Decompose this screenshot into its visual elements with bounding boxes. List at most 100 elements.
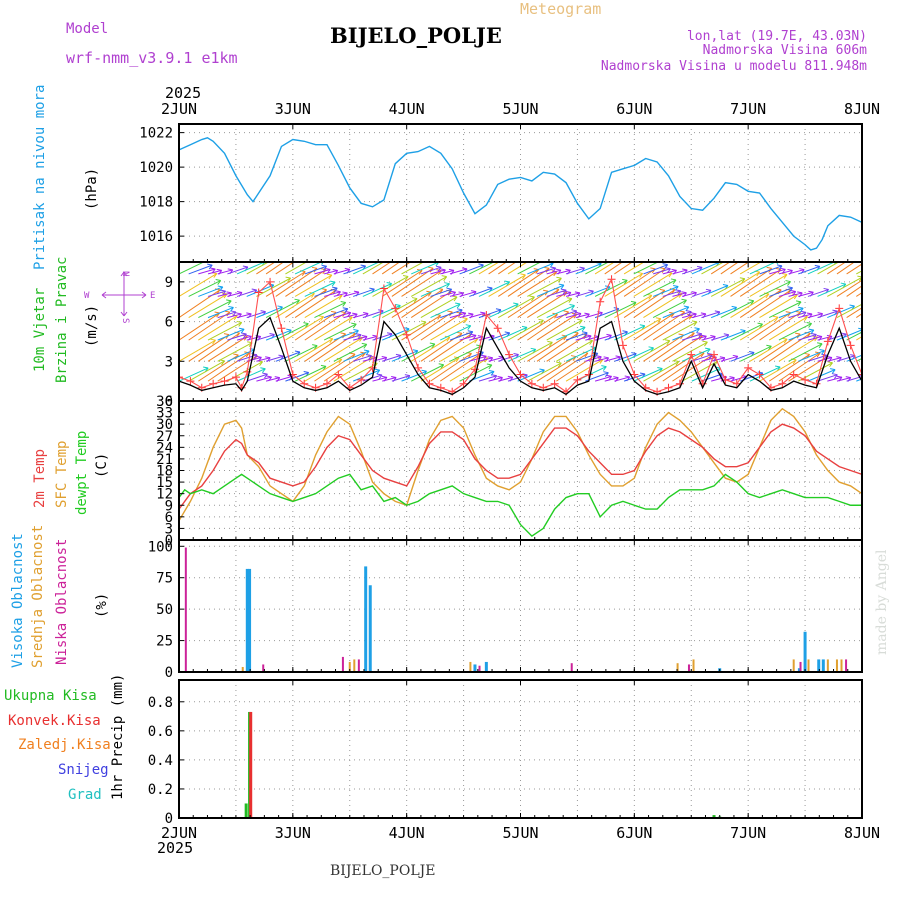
wind-arrow [769,287,793,297]
wind-arrow [227,266,249,275]
xtick-label-top: 8JUN [844,100,880,118]
wind-arrow-head [673,285,679,291]
wind-arrow [401,262,425,275]
wind-arrow [469,336,483,341]
wind-arrow [410,364,444,382]
xtick-label-bottom: 8JUN [844,824,880,842]
compass-e: E [150,291,155,301]
wind-arrow-head [462,317,468,323]
wind-arrow [527,311,569,341]
wind-arrow-head [566,297,573,303]
wind-arrow [517,262,542,275]
wind-arrow [382,377,397,382]
cloud-bar [807,659,810,672]
wind-arrow-head [569,304,575,310]
wind-arrow [420,266,442,275]
wind-arrow-head [787,286,793,293]
wind-arrow [633,262,660,275]
wind-arrow [391,291,432,319]
wind-arrow-head [884,344,889,349]
wind-arrow-head [664,339,671,346]
pressure-ytick-label: 1018 [139,195,173,211]
wind-arrow [536,267,556,275]
wind-arrow [817,283,846,297]
cloud-ytick-label: 75 [156,571,173,587]
wind-arrow-head [580,325,586,332]
pressure-ytick-label: 1022 [139,126,173,142]
wind-arrow-head [881,247,886,252]
wind-arrow [381,270,423,297]
wind-arrow [449,331,473,341]
wind-arrow [788,343,823,362]
pressure-units: (hPa) [84,168,100,210]
wind-arrow [411,262,440,275]
legend-zaledj: Zaledj.Kisa [18,737,111,753]
wind-arrow [227,333,247,341]
wind-arrow-head [418,245,423,250]
wind-arrow [652,268,671,275]
wind-arrow-head [662,263,668,269]
wind-arrow [691,289,712,297]
wind-arrow [672,328,700,341]
wind-arrow [788,329,815,341]
wind-arrow [691,335,707,341]
wind-arrow [275,323,309,341]
wind-arrow [662,321,698,341]
wind-arrow [778,352,821,382]
wind-arrow-head [318,315,325,322]
cloud-bar [817,659,821,672]
wind-arrow [236,335,252,341]
wind-arrows [179,245,889,396]
wind-arrow [324,269,338,275]
wind-arrow [227,292,243,297]
wind-arrow [478,281,510,297]
wind-arrow [798,334,817,341]
wind-arrow-head [332,286,338,293]
wind-arrow [565,292,581,297]
wind-arrow-head [374,368,381,375]
cloud-bar [478,665,481,672]
wind-arrow [323,291,341,297]
wind-arrow [285,345,318,362]
wind-arrow [643,311,685,341]
wind-arrow-head [538,318,544,325]
wind-arrow [188,264,213,275]
wind-arrow [459,334,477,341]
wind-arrow [710,306,737,319]
wind-arrow [556,340,593,362]
wind-gust-marker [858,370,862,379]
wind-arrow-head [524,246,529,251]
wind-arrow [488,274,526,297]
wind-arrow [594,279,628,297]
wind-arrow [188,311,231,341]
wind-arrow [410,276,447,297]
sfc-temp-line [178,407,863,522]
dewpt-line [178,473,862,538]
wind-arrow [730,262,750,275]
wind-arrow-head [757,245,762,250]
cloud-bar [357,659,360,672]
pressure-ytick-label: 1016 [139,229,173,245]
wind-arrow [353,313,369,319]
wind-arrow [333,268,350,275]
wind-arrow [594,375,612,382]
wind-ytick-label: 3 [165,354,173,370]
wind-arrow-head [356,333,362,340]
cloud-bar [792,659,795,672]
wind-arrow [546,352,589,382]
wind-arrow [236,313,252,319]
wind-arrow [672,269,688,275]
wind-arrow-head [277,254,282,259]
wind-arrow [275,351,301,362]
wind-arrow [323,337,363,362]
wind-arrow-head [748,299,755,306]
wind-arrow [372,262,392,275]
wind-arrow [759,294,798,319]
wind-units: (m/s) [84,305,100,347]
wind-arrow-head [438,363,445,370]
wind-arrow [556,326,586,341]
wind-arrow-head [511,251,516,256]
wind-arrow-head [622,278,628,285]
wind-arrow [672,311,692,319]
wind-arrow [498,354,519,362]
